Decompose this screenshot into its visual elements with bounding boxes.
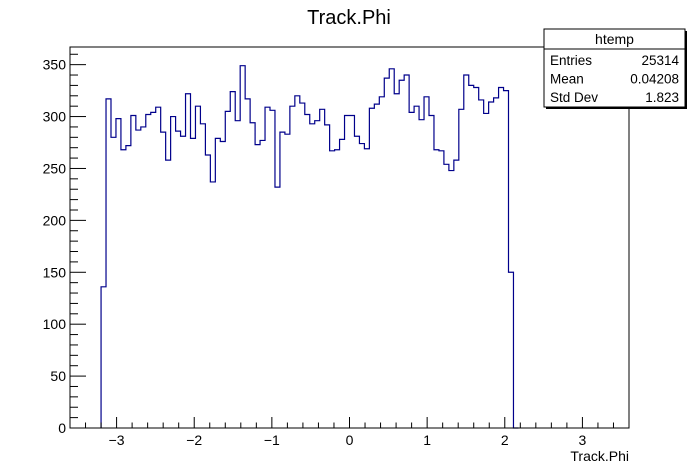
stats-row-value: 0.04208 [630, 72, 679, 87]
x-tick-label: −1 [264, 432, 280, 448]
histogram-line [100, 65, 519, 429]
y-tick-label: 300 [43, 109, 67, 125]
x-tick-label: −3 [109, 432, 125, 448]
axes: −3 −2 −1 0 1 2 3 0 50 100 150 200 250 300 350 [43, 53, 614, 448]
stats-row-value: 25314 [641, 53, 679, 68]
x-tick-label: −2 [186, 432, 202, 448]
y-tick-label: 200 [43, 212, 67, 228]
x-tick-label: 3 [579, 432, 587, 448]
x-tick-label: 0 [346, 432, 354, 448]
y-tick-label: 0 [58, 420, 66, 436]
y-tick-label: 50 [50, 368, 66, 384]
y-tick-label: 150 [43, 264, 67, 280]
stats-box-title: htemp [595, 31, 634, 47]
x-tick-label: 2 [501, 432, 509, 448]
x-axis-title: Track.Phi [570, 448, 629, 464]
stats-row-label: Entries [550, 53, 592, 68]
histogram-series [100, 65, 519, 429]
y-tick-label: 100 [43, 316, 67, 332]
y-tick-label: 350 [43, 57, 67, 73]
x-tick-label: 1 [423, 432, 431, 448]
stats-row-label: Std Dev [550, 90, 598, 105]
stats-row-value: 1.823 [645, 90, 679, 105]
stats-box-frame [543, 28, 686, 108]
chart-title: Track.Phi [307, 7, 391, 29]
y-tick-label: 250 [43, 160, 67, 176]
stats-row-label: Mean [550, 72, 584, 87]
